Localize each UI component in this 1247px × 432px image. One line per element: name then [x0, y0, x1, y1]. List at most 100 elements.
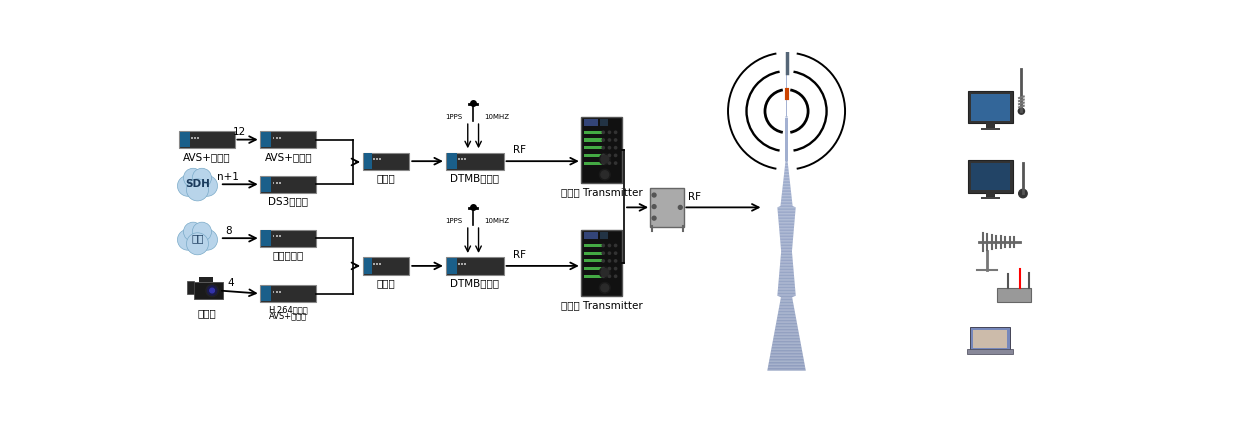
Bar [971, 94, 1010, 121]
Bar [262, 132, 272, 147]
Circle shape [602, 260, 605, 262]
FancyBboxPatch shape [363, 257, 409, 274]
Bar [461, 263, 463, 265]
Bar [584, 275, 602, 278]
Circle shape [615, 162, 617, 164]
Text: DS3适配器: DS3适配器 [268, 197, 308, 206]
Text: DTMB激励器: DTMB激励器 [450, 278, 499, 288]
Bar [968, 160, 1013, 193]
Text: 10MHZ: 10MHZ [484, 114, 509, 120]
Circle shape [609, 131, 611, 133]
Bar [584, 162, 602, 165]
Bar [996, 288, 1030, 302]
Circle shape [601, 269, 609, 276]
Text: AVS+编码器: AVS+编码器 [269, 311, 308, 321]
Bar [458, 159, 460, 160]
Bar [584, 154, 602, 157]
Circle shape [1019, 189, 1028, 198]
Circle shape [601, 156, 609, 163]
Circle shape [601, 171, 609, 178]
Bar [458, 263, 460, 265]
Bar [379, 263, 382, 265]
Bar [461, 159, 463, 160]
Circle shape [615, 139, 617, 141]
Circle shape [609, 154, 611, 156]
Bar [377, 159, 378, 160]
Bar [278, 137, 281, 139]
Bar [187, 280, 195, 294]
Text: RF: RF [688, 192, 701, 202]
Bar [971, 163, 1010, 190]
Bar [600, 232, 609, 239]
Circle shape [602, 245, 605, 247]
Circle shape [183, 168, 203, 187]
Bar [200, 277, 213, 282]
Circle shape [615, 275, 617, 277]
Bar [262, 177, 272, 192]
Bar [195, 137, 196, 139]
Circle shape [615, 252, 617, 254]
Bar [276, 235, 278, 238]
Circle shape [602, 139, 605, 141]
Bar [373, 263, 375, 265]
Circle shape [197, 229, 217, 250]
Bar [600, 119, 609, 126]
Circle shape [600, 154, 610, 165]
Text: DTMB激励器: DTMB激励器 [450, 174, 499, 184]
Circle shape [206, 284, 218, 297]
Text: n+1: n+1 [217, 172, 239, 182]
Circle shape [609, 162, 611, 164]
FancyBboxPatch shape [445, 257, 504, 274]
Bar [584, 146, 602, 149]
Bar [584, 244, 602, 247]
Text: 发射机 Transmitter: 发射机 Transmitter [561, 187, 642, 197]
Bar [584, 267, 602, 270]
Circle shape [602, 146, 605, 149]
Circle shape [609, 275, 611, 277]
Bar [464, 159, 466, 160]
Circle shape [187, 179, 208, 201]
Bar [276, 291, 278, 293]
Text: 4: 4 [227, 278, 234, 288]
Circle shape [652, 193, 656, 197]
Bar [364, 258, 372, 273]
Bar [379, 159, 382, 160]
Bar [981, 197, 1000, 199]
Bar [262, 286, 272, 302]
Circle shape [615, 245, 617, 247]
Circle shape [652, 205, 656, 209]
FancyBboxPatch shape [178, 131, 234, 148]
Circle shape [609, 267, 611, 270]
Bar [973, 330, 1006, 347]
Circle shape [192, 222, 212, 241]
FancyBboxPatch shape [363, 152, 409, 170]
Bar [193, 282, 223, 299]
Text: AVS+编码器: AVS+编码器 [264, 152, 312, 162]
Circle shape [615, 260, 617, 262]
Circle shape [187, 233, 208, 255]
Circle shape [609, 139, 611, 141]
Text: 省网: 省网 [191, 233, 203, 243]
Text: RF: RF [514, 250, 526, 260]
Text: SDH: SDH [185, 179, 209, 189]
Bar [968, 91, 1013, 124]
Bar [276, 137, 278, 139]
Circle shape [602, 162, 605, 164]
Bar [191, 137, 193, 139]
Circle shape [207, 286, 217, 295]
Text: 12: 12 [233, 127, 247, 137]
Text: AVS+接收机: AVS+接收机 [183, 152, 231, 162]
Bar [273, 235, 274, 238]
Text: 8: 8 [224, 226, 232, 236]
Bar [278, 181, 281, 184]
Bar [273, 137, 274, 139]
Circle shape [601, 284, 609, 292]
Circle shape [183, 224, 212, 253]
Bar [262, 231, 272, 246]
Bar [273, 181, 274, 184]
Circle shape [615, 146, 617, 149]
Bar [464, 263, 466, 265]
FancyBboxPatch shape [261, 229, 317, 247]
Circle shape [602, 154, 605, 156]
Circle shape [609, 146, 611, 149]
